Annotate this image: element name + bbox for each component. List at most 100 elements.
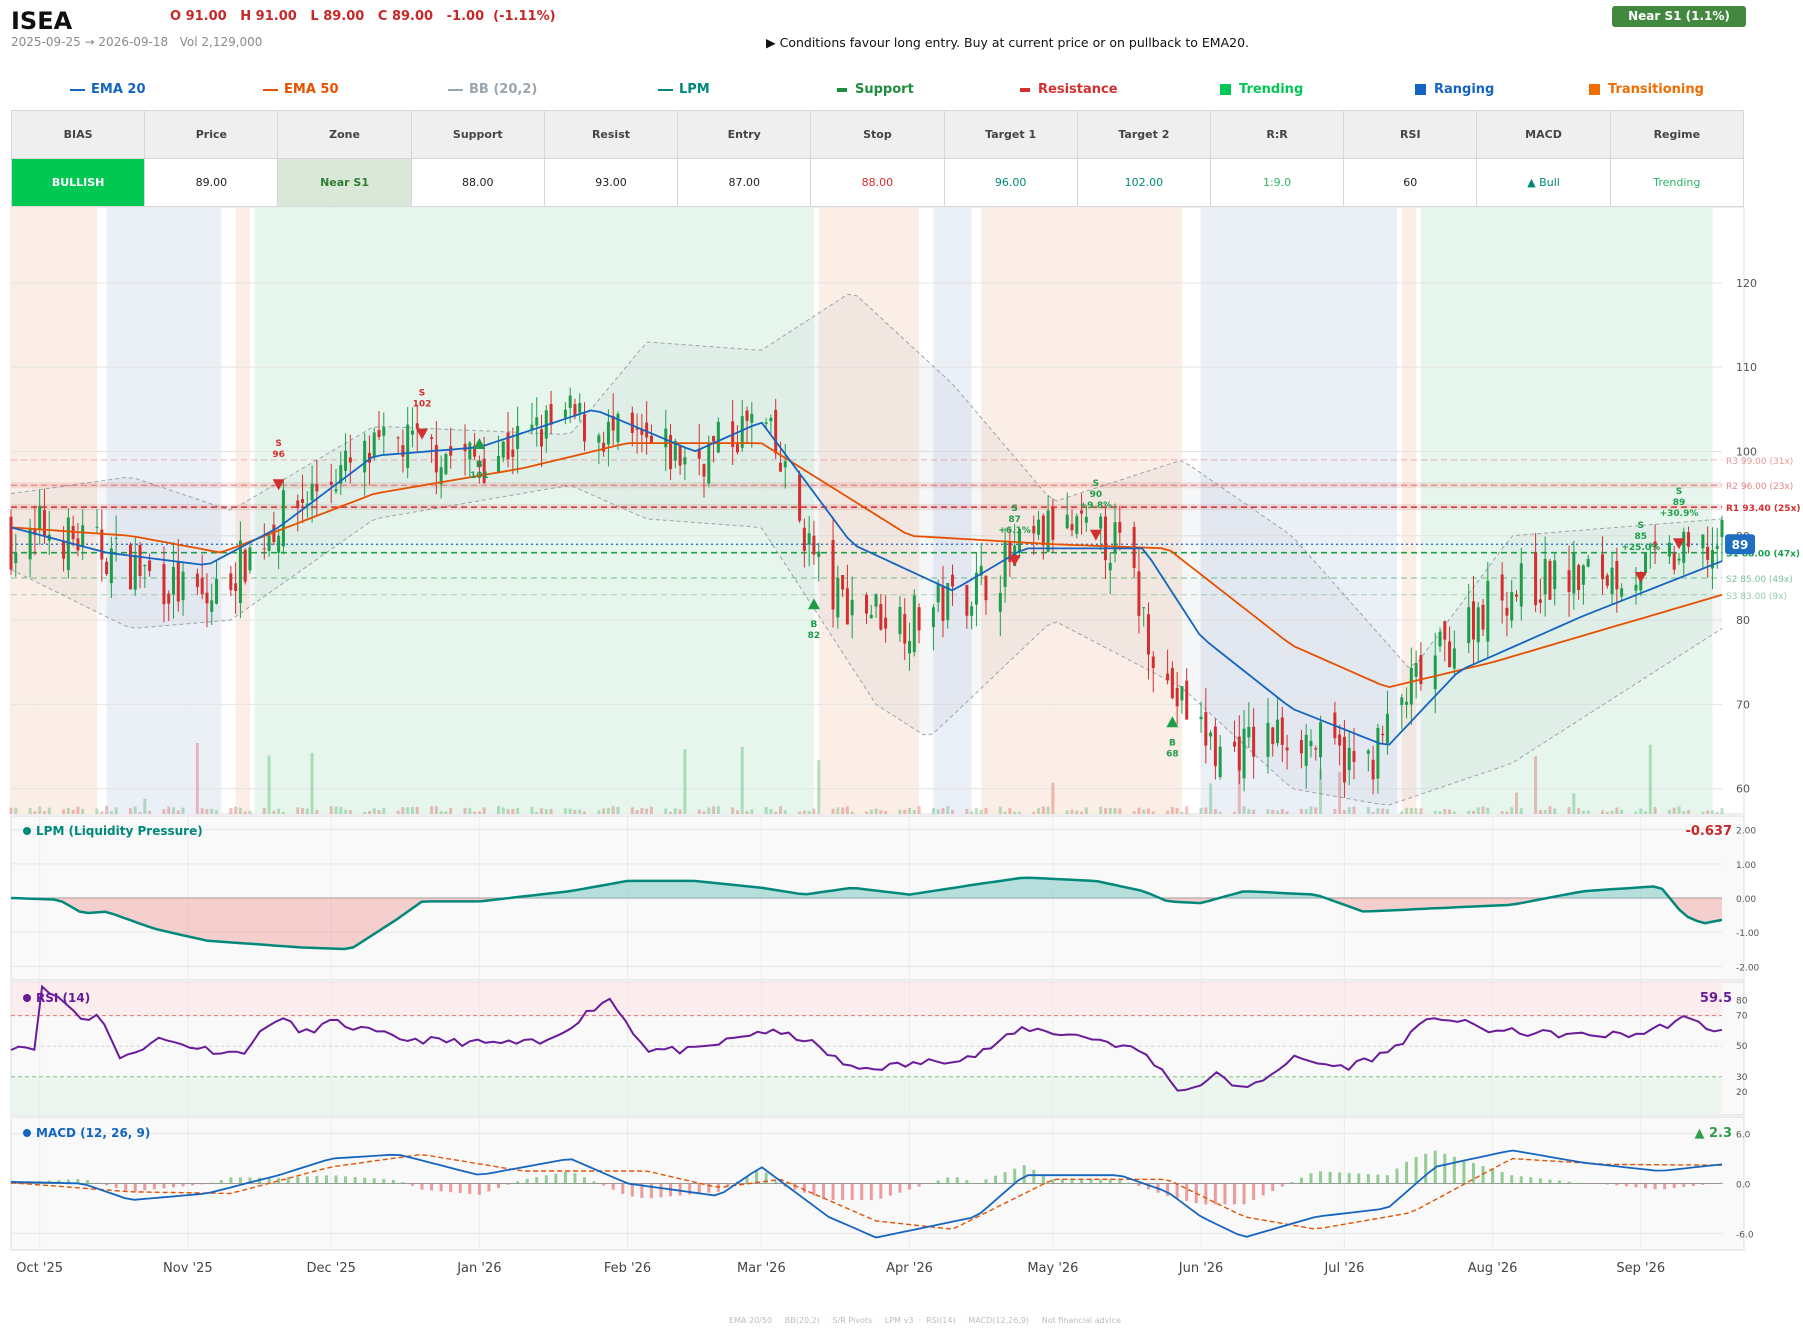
candle-down [1448,641,1452,668]
macd-histogram-bar [1672,1183,1676,1189]
volume-bar [1672,807,1676,814]
volume-bar [1003,811,1007,814]
ticker-symbol: ISEA [11,7,73,35]
candle-down [1175,687,1179,707]
volume-bar [167,806,171,814]
candle-down [1500,574,1504,601]
volume-bar [310,752,314,814]
volume-bar [1376,808,1380,814]
volume-bar [76,806,80,814]
macd-histogram-bar [324,1175,328,1184]
volume-bar [344,809,348,814]
candle-up [406,424,410,468]
legend-item: LPM [658,82,710,97]
macd-histogram-bar [1720,1182,1724,1184]
macd-histogram-bar [1051,1179,1055,1184]
legend-swatch [1220,84,1231,95]
volume-bar [611,806,615,814]
macd-histogram-bar [66,1179,70,1184]
legend-label: Trending [1239,82,1304,97]
volume-bar [1443,809,1447,814]
candle-up [516,425,520,449]
candle-up [1405,701,1409,705]
macd-histogram-bar [210,1182,214,1184]
regime-band-ranging [1201,207,1398,814]
volume-bar [1519,808,1523,814]
candle-down [583,414,587,442]
signal-label: S [419,389,425,399]
lpm-title-dot [23,827,31,835]
macd-tick-label: -6.0 [1736,1230,1754,1240]
volume-bar [707,807,711,814]
volume-bar [568,808,572,814]
candle-up [946,583,950,621]
stats-header-stop: Stop [810,110,945,159]
candle-up [898,606,902,635]
date-range-volume: 2025-09-25 → 2026-09-18 Vol 2,129,000 [11,35,263,49]
macd-histogram-bar [152,1183,156,1190]
volume-bar [845,806,849,814]
volume-bar [1615,807,1619,814]
candle-down [884,617,888,629]
volume-bar [1271,809,1275,814]
volume-bar [410,807,414,814]
candle-up [1247,726,1251,738]
volume-bar [812,808,816,814]
candle-down [506,432,510,460]
candle-up [1266,722,1270,757]
macd-histogram-bar [248,1177,252,1184]
macd-histogram-bar [678,1183,682,1196]
candle-down [1051,507,1055,540]
macd-histogram-bar [477,1183,481,1195]
volume-bar [1448,809,1452,814]
x-axis-tick-label: Apr '26 [886,1261,933,1276]
macd-histogram-bar [1414,1156,1418,1184]
signal-label: 101 [470,471,489,481]
volume-bar [1252,809,1256,814]
candle-down [812,535,816,555]
macd-histogram-bar [1013,1168,1017,1184]
candle-down [602,442,606,452]
macd-tick-label: 6.0 [1736,1131,1751,1141]
volume-bar [315,809,319,814]
volume-bar [133,806,137,814]
macd-histogram-bar [573,1173,577,1184]
price-tick-label: 120 [1736,277,1757,290]
volume-bar [1070,809,1074,814]
macd-histogram-bar [1347,1172,1351,1184]
candle-down [511,449,515,457]
volume-bar [210,808,214,814]
volume-bar [1132,811,1136,814]
signal-label: B [810,620,817,630]
candle-up [683,457,687,465]
rsi-tick-label: 20 [1736,1088,1748,1098]
macd-histogram-bar [831,1183,835,1201]
volume-bar [1682,811,1686,814]
volume-bar [444,811,448,814]
lpm-negative-area [11,898,1722,949]
candle-up [1586,558,1590,567]
candle-up [817,551,821,557]
macd-histogram-bar [659,1183,663,1198]
macd-histogram-bar [1271,1183,1275,1191]
regime-band-trending [1420,207,1713,814]
volume-bar [296,807,300,814]
price-tick-label: 110 [1736,361,1757,374]
volume-bar [406,807,410,814]
signal-label: S [1011,504,1017,514]
macd-histogram-bar [869,1183,873,1201]
volume-bar [774,811,778,814]
candle-down [1204,712,1208,746]
sell-signal-marker [1672,538,1685,550]
legend-label: Resistance [1038,82,1118,97]
level-label: R1 93.40 (25x) [1726,504,1800,514]
candle-up [267,535,271,551]
volume-bar [1299,808,1303,814]
candle-up [1648,546,1652,548]
legend-swatch [448,88,463,91]
macd-last-value: ▲ 2.3 [1694,1126,1732,1141]
macd-histogram-bar [363,1177,367,1184]
volume-bar [1175,807,1179,814]
volume-bar [597,810,601,814]
macd-histogram-bar [1223,1183,1227,1205]
